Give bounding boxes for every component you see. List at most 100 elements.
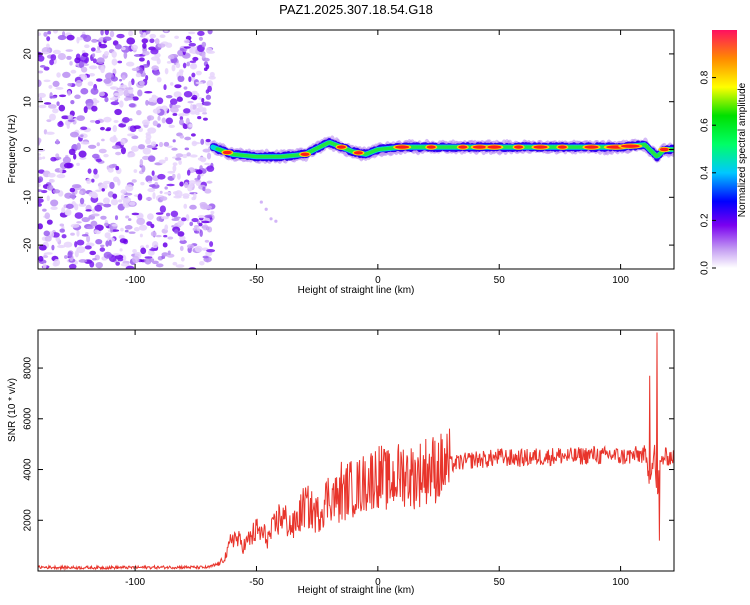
- noise-speck: [49, 95, 58, 99]
- noise-speck: [38, 104, 47, 109]
- noise-speck: [151, 94, 157, 98]
- noise-speck: [179, 235, 186, 241]
- noise-speck: [38, 244, 47, 251]
- spectrogram-y-ticks: -20 -10 0 10 20: [23, 48, 674, 252]
- noise-speck: [159, 34, 166, 39]
- noise-speck: [50, 54, 57, 61]
- noise-speck: [78, 61, 85, 69]
- noise-speck: [157, 43, 166, 48]
- noise-speck: [116, 33, 125, 39]
- noise-speck: [152, 192, 156, 200]
- noise-speck: [115, 151, 122, 156]
- noise-speck: [128, 80, 132, 88]
- noise-speck: [136, 217, 146, 226]
- noise-speck: [147, 155, 156, 162]
- noise-speck: [108, 239, 112, 247]
- noise-speck: [165, 95, 173, 99]
- colorbar-tick-label: 0.4: [700, 165, 711, 179]
- noise-speck: [139, 233, 143, 238]
- noise-speck: [120, 227, 124, 232]
- spectrogram-y-tick-label: 20: [23, 48, 34, 60]
- noise-speck: [111, 145, 121, 150]
- colorbar-tick-label: 0.6: [700, 118, 711, 132]
- noise-speck: [171, 218, 180, 221]
- noise-speck: [182, 62, 187, 69]
- noise-speck: [103, 116, 112, 123]
- noise-speck: [43, 102, 52, 105]
- noise-speck: [38, 203, 42, 207]
- noise-speck: [125, 215, 130, 219]
- noise-speck: [142, 32, 147, 38]
- noise-speck: [151, 241, 159, 249]
- noise-speck: [191, 218, 199, 223]
- noise-speck: [91, 178, 95, 183]
- noise-speck: [103, 251, 112, 259]
- noise-speck: [180, 257, 185, 262]
- noise-speck: [170, 210, 179, 218]
- colorbar: 0.0 0.2 0.4 0.6 0.8 Normalized spectral ampl…: [700, 30, 748, 275]
- noise-speck: [103, 197, 110, 205]
- noise-speck: [144, 90, 153, 94]
- noise-speck: [209, 241, 214, 247]
- noise-speck: [136, 109, 142, 116]
- trace-stray-dot: [264, 207, 268, 211]
- noise-speck: [126, 37, 136, 45]
- noise-speck: [202, 111, 208, 115]
- noise-speck: [109, 30, 115, 38]
- noise-speck: [56, 156, 62, 160]
- noise-speck: [125, 61, 135, 67]
- noise-speck: [166, 253, 175, 258]
- noise-speck: [67, 114, 74, 120]
- noise-speck: [38, 153, 42, 156]
- noise-speck: [114, 108, 122, 116]
- noise-speck: [103, 153, 109, 158]
- noise-speck: [191, 141, 201, 145]
- noise-speck: [92, 98, 97, 102]
- noise-speck: [202, 186, 206, 192]
- noise-speck: [128, 118, 133, 122]
- noise-speck: [95, 158, 103, 163]
- noise-speck: [156, 58, 161, 65]
- noise-speck: [52, 80, 60, 88]
- snr-x-tick-label: -50: [249, 577, 264, 588]
- noise-speck: [189, 60, 197, 64]
- noise-speck: [172, 113, 178, 116]
- noise-speck: [175, 157, 182, 161]
- noise-speck: [57, 52, 66, 61]
- noise-speck: [52, 189, 61, 194]
- noise-speck: [201, 41, 207, 48]
- noise-speck: [131, 179, 137, 183]
- noise-speck: [205, 94, 212, 100]
- noise-speck: [174, 84, 182, 89]
- noise-speck: [42, 208, 47, 212]
- noise-speck: [120, 189, 127, 194]
- noise-speck: [58, 94, 67, 98]
- noise-speck: [76, 239, 85, 246]
- noise-speck: [149, 248, 158, 252]
- noise-speck: [145, 74, 149, 81]
- noise-speck: [188, 76, 192, 83]
- noise-speck: [149, 33, 157, 39]
- noise-speck: [91, 53, 96, 58]
- noise-speck: [165, 42, 173, 48]
- noise-speck: [139, 80, 145, 86]
- noise-speck: [111, 58, 118, 66]
- noise-speck: [164, 30, 168, 33]
- noise-speck: [183, 108, 191, 114]
- snr-y-tick-label: 4000: [23, 458, 34, 481]
- noise-speck: [38, 92, 46, 98]
- noise-speck: [75, 79, 83, 87]
- noise-speck: [203, 205, 213, 210]
- noise-speck: [170, 106, 179, 113]
- noise-speck: [188, 123, 193, 128]
- noise-speck: [79, 197, 85, 205]
- noise-speck: [190, 133, 196, 137]
- noise-speck: [111, 51, 117, 58]
- noise-speck: [53, 259, 61, 267]
- noise-speck: [81, 66, 88, 73]
- noise-speck: [201, 97, 205, 103]
- noise-speck: [48, 85, 53, 89]
- noise-speck: [109, 225, 114, 233]
- noise-speck: [171, 147, 178, 151]
- noise-speck: [154, 181, 159, 186]
